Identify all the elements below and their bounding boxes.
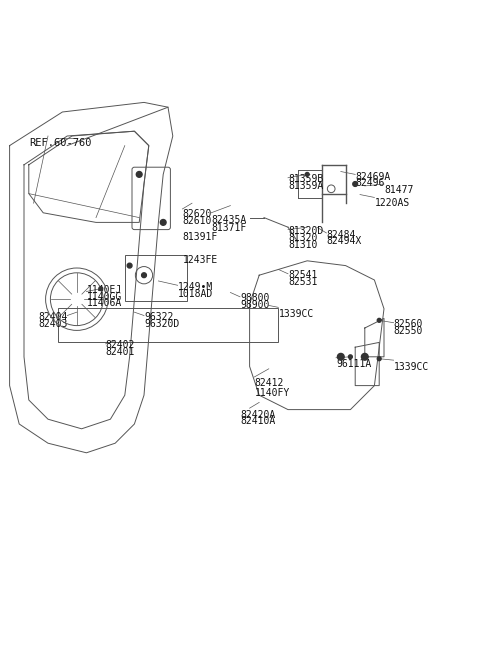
Text: 82404: 82404 bbox=[38, 312, 68, 322]
Circle shape bbox=[353, 182, 358, 186]
Text: 82410A: 82410A bbox=[240, 417, 275, 426]
Text: 1018AD: 1018AD bbox=[178, 289, 213, 298]
Text: 81320: 81320 bbox=[288, 233, 317, 243]
Text: 98800: 98800 bbox=[240, 293, 269, 304]
Text: 82420A: 82420A bbox=[240, 409, 275, 420]
Text: 82401: 82401 bbox=[106, 347, 135, 358]
Text: 82403: 82403 bbox=[38, 319, 68, 329]
Text: 1140GG: 1140GG bbox=[86, 291, 121, 302]
Text: 82610: 82610 bbox=[182, 216, 212, 226]
Text: 82484: 82484 bbox=[326, 230, 356, 239]
Text: 81371F: 81371F bbox=[211, 223, 246, 234]
Text: 82496: 82496 bbox=[355, 178, 384, 188]
Circle shape bbox=[136, 171, 142, 177]
Text: 1243FE: 1243FE bbox=[182, 255, 217, 264]
Text: 82435A: 82435A bbox=[211, 215, 246, 225]
Text: 96320D: 96320D bbox=[144, 319, 179, 329]
Circle shape bbox=[361, 354, 368, 360]
Text: 1339CC: 1339CC bbox=[278, 309, 313, 319]
Text: 81359A: 81359A bbox=[288, 181, 323, 191]
Text: 81310: 81310 bbox=[288, 239, 317, 250]
Text: 1140FY: 1140FY bbox=[254, 388, 289, 398]
Text: 81477: 81477 bbox=[384, 185, 413, 195]
Text: 96322: 96322 bbox=[144, 312, 173, 322]
Text: 11406A: 11406A bbox=[86, 298, 121, 308]
Circle shape bbox=[142, 273, 146, 277]
Text: 82402: 82402 bbox=[106, 340, 135, 350]
Text: 96111A: 96111A bbox=[336, 359, 371, 369]
Text: 82531: 82531 bbox=[288, 277, 317, 287]
Text: 82469A: 82469A bbox=[355, 171, 390, 182]
Text: 1249•M: 1249•M bbox=[178, 282, 213, 292]
Circle shape bbox=[377, 357, 381, 361]
Circle shape bbox=[99, 287, 103, 291]
Text: 98900: 98900 bbox=[240, 300, 269, 310]
Text: 82412: 82412 bbox=[254, 379, 284, 388]
Text: 1140EJ: 1140EJ bbox=[86, 285, 121, 295]
Text: 81391F: 81391F bbox=[182, 232, 217, 242]
Circle shape bbox=[160, 220, 166, 225]
Text: 81320D: 81320D bbox=[288, 226, 323, 236]
Text: 82620: 82620 bbox=[182, 209, 212, 219]
Circle shape bbox=[305, 173, 309, 176]
Circle shape bbox=[348, 355, 352, 359]
Circle shape bbox=[377, 318, 381, 322]
Text: 1339CC: 1339CC bbox=[394, 361, 429, 371]
Text: REF.60-760: REF.60-760 bbox=[29, 138, 91, 148]
Text: 82494X: 82494X bbox=[326, 236, 361, 246]
Text: 1220AS: 1220AS bbox=[374, 198, 409, 209]
Text: 81359B: 81359B bbox=[288, 174, 323, 184]
Text: 82560: 82560 bbox=[394, 319, 423, 329]
Circle shape bbox=[337, 354, 344, 360]
Circle shape bbox=[127, 263, 132, 268]
Text: 82550: 82550 bbox=[394, 326, 423, 336]
Text: 82541: 82541 bbox=[288, 270, 317, 280]
